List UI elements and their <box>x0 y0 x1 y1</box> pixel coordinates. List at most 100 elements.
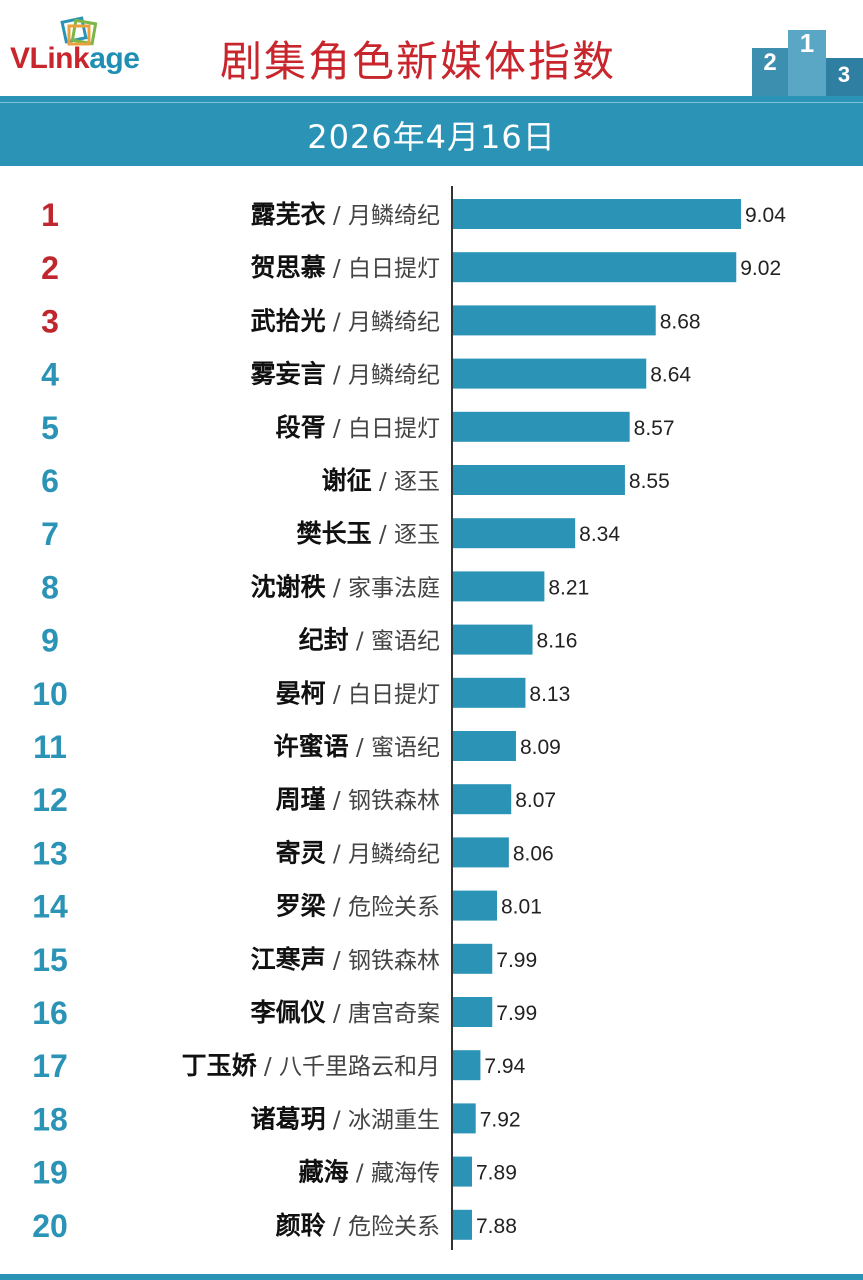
logo-text-main: VLink <box>10 42 90 75</box>
row-label: 李佩仪 / 唐宫奇案 <box>251 998 440 1027</box>
bar <box>452 731 516 761</box>
podium-2: 2 <box>763 49 776 76</box>
value-label: 8.68 <box>660 310 701 333</box>
row-label: 沈谢秩 / 家事法庭 <box>251 572 440 601</box>
drama-title: 危险关系 <box>348 1214 440 1240</box>
label-separator: / <box>257 1054 279 1080</box>
label-separator: / <box>349 629 371 655</box>
character-name: 樊长玉 <box>297 519 372 548</box>
value-label: 8.34 <box>579 523 620 546</box>
bar <box>452 252 737 283</box>
value-label: 7.99 <box>496 1002 537 1025</box>
row-label: 周瑾 / 钢铁森林 <box>276 785 440 814</box>
value-label: 7.89 <box>476 1162 517 1185</box>
rank-number: 12 <box>32 782 68 818</box>
value-label: 8.64 <box>650 364 691 387</box>
character-name: 贺思慕 <box>251 253 326 282</box>
drama-title: 月鳞绮纪 <box>348 203 440 229</box>
row-label: 贺思慕 / 白日提灯 <box>251 253 440 282</box>
bar <box>452 943 493 974</box>
podium-1: 1 <box>800 28 814 58</box>
label-separator: / <box>326 841 348 867</box>
character-name: 周瑾 <box>276 785 326 814</box>
value-label: 7.99 <box>496 949 537 972</box>
row-label: 罗梁 / 危险关系 <box>276 892 440 921</box>
rank-number: 6 <box>41 463 59 499</box>
value-label: 9.04 <box>745 204 786 227</box>
drama-title: 藏海传 <box>371 1161 440 1187</box>
value-label: 9.02 <box>740 257 781 280</box>
label-separator: / <box>326 1001 348 1027</box>
label-separator: / <box>372 469 394 495</box>
drama-title: 家事法庭 <box>348 575 440 601</box>
rank-number: 4 <box>41 357 59 393</box>
row-label: 丁玉娇 / 八千里路云和月 <box>182 1051 440 1080</box>
character-name: 罗梁 <box>276 892 326 921</box>
date-label: 2026年4月16日 <box>307 118 556 156</box>
label-separator: / <box>326 682 348 708</box>
row-label: 诸葛玥 / 冰湖重生 <box>251 1104 440 1133</box>
drama-title: 八千里路云和月 <box>279 1054 440 1080</box>
label-separator: / <box>326 1214 348 1240</box>
value-label: 7.88 <box>476 1215 517 1238</box>
character-name: 诸葛玥 <box>251 1104 326 1133</box>
rank-number: 11 <box>33 729 67 765</box>
bar <box>452 199 741 229</box>
label-separator: / <box>326 895 348 921</box>
rank-number: 10 <box>32 676 68 712</box>
character-name: 江寒声 <box>251 945 326 974</box>
row-label: 谢征 / 逐玉 <box>322 466 440 495</box>
value-label: 8.01 <box>501 896 542 919</box>
row-label: 晏柯 / 白日提灯 <box>276 679 440 708</box>
rank-number: 13 <box>32 835 68 871</box>
bar <box>452 465 625 495</box>
character-name: 沈谢秩 <box>251 572 326 601</box>
drama-title: 白日提灯 <box>348 256 440 282</box>
value-label: 8.57 <box>634 417 675 440</box>
podium-icon: 2 1 3 <box>752 28 863 96</box>
row-label: 纪封 / 蜜语纪 <box>299 626 440 655</box>
rank-number: 17 <box>32 1048 68 1084</box>
value-label: 8.55 <box>629 470 670 493</box>
drama-title: 蜜语纪 <box>371 735 440 761</box>
character-name: 雾妄言 <box>251 360 326 389</box>
drama-title: 钢铁森林 <box>348 788 440 814</box>
bar <box>452 1050 481 1081</box>
row-label: 武拾光 / 月鳞绮纪 <box>251 306 440 335</box>
drama-title: 月鳞绮纪 <box>348 841 440 867</box>
label-separator: / <box>349 735 371 761</box>
label-separator: / <box>326 788 348 814</box>
bar <box>452 784 512 815</box>
character-name: 晏柯 <box>276 679 326 708</box>
character-name: 武拾光 <box>251 306 326 335</box>
rank-number: 20 <box>32 1208 68 1244</box>
rank-number: 9 <box>41 623 59 659</box>
character-name: 谢征 <box>322 466 372 495</box>
value-label: 7.92 <box>480 1108 521 1131</box>
label-separator: / <box>326 948 348 974</box>
rank-number: 8 <box>41 569 59 605</box>
label-separator: / <box>326 1107 348 1133</box>
logo-box-icon <box>60 16 98 46</box>
drama-title: 白日提灯 <box>348 682 440 708</box>
drama-title: 冰湖重生 <box>348 1107 440 1133</box>
label-separator: / <box>326 309 348 335</box>
logo-text-accent: age <box>89 42 140 75</box>
row-label: 颜聆 / 危险关系 <box>276 1211 440 1240</box>
date-band: 2026年4月16日 <box>0 96 863 166</box>
label-separator: / <box>326 416 348 442</box>
page-title: 剧集角色新媒体指数 <box>220 37 617 86</box>
row-label: 藏海 / 藏海传 <box>299 1158 440 1187</box>
bar <box>452 1209 472 1240</box>
row-label: 樊长玉 / 逐玉 <box>297 519 440 548</box>
value-label: 7.94 <box>484 1055 525 1078</box>
drama-title: 白日提灯 <box>348 416 440 442</box>
bar <box>452 1103 476 1134</box>
character-name: 寄灵 <box>276 838 326 867</box>
bar <box>452 624 533 655</box>
logo-wordmark: VLinkage <box>10 42 140 76</box>
rank-number: 14 <box>32 889 68 925</box>
rank-number: 15 <box>32 942 68 978</box>
value-label: 8.21 <box>548 576 589 599</box>
rank-number: 19 <box>32 1155 68 1191</box>
